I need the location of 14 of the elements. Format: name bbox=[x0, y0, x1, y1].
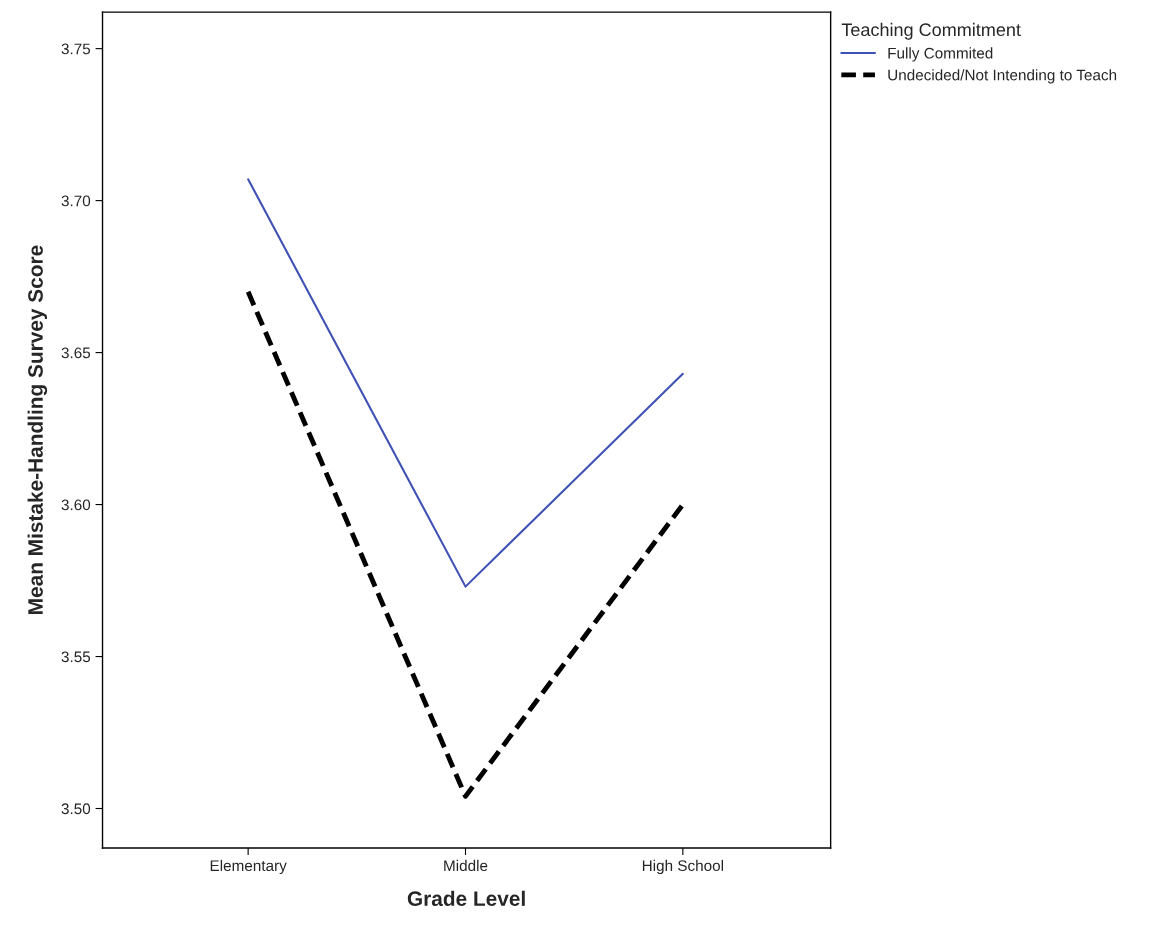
y-tick-label: 3.55 bbox=[61, 651, 91, 663]
legend-label: Fully Commited bbox=[888, 47, 993, 62]
x-tick-label: High School bbox=[642, 859, 724, 875]
y-tick-label: 3.75 bbox=[61, 43, 91, 55]
x-axis-title: Grade Level bbox=[407, 890, 525, 907]
y-tick-label: 3.70 bbox=[61, 195, 91, 207]
x-tick-label: Elementary bbox=[210, 859, 287, 875]
y-tick-label: 3.65 bbox=[61, 347, 91, 359]
x-tick-label: Middle bbox=[444, 859, 488, 872]
legend-title: Teaching Commitment bbox=[841, 22, 1021, 40]
y-tick-label: 3.60 bbox=[61, 499, 91, 511]
y-axis-title: Mean Mistake-Handling Survey Score bbox=[27, 245, 48, 614]
legend-label: Undecided/Not Intending to Teach bbox=[888, 69, 1117, 84]
y-tick-label: 3.50 bbox=[61, 803, 91, 815]
